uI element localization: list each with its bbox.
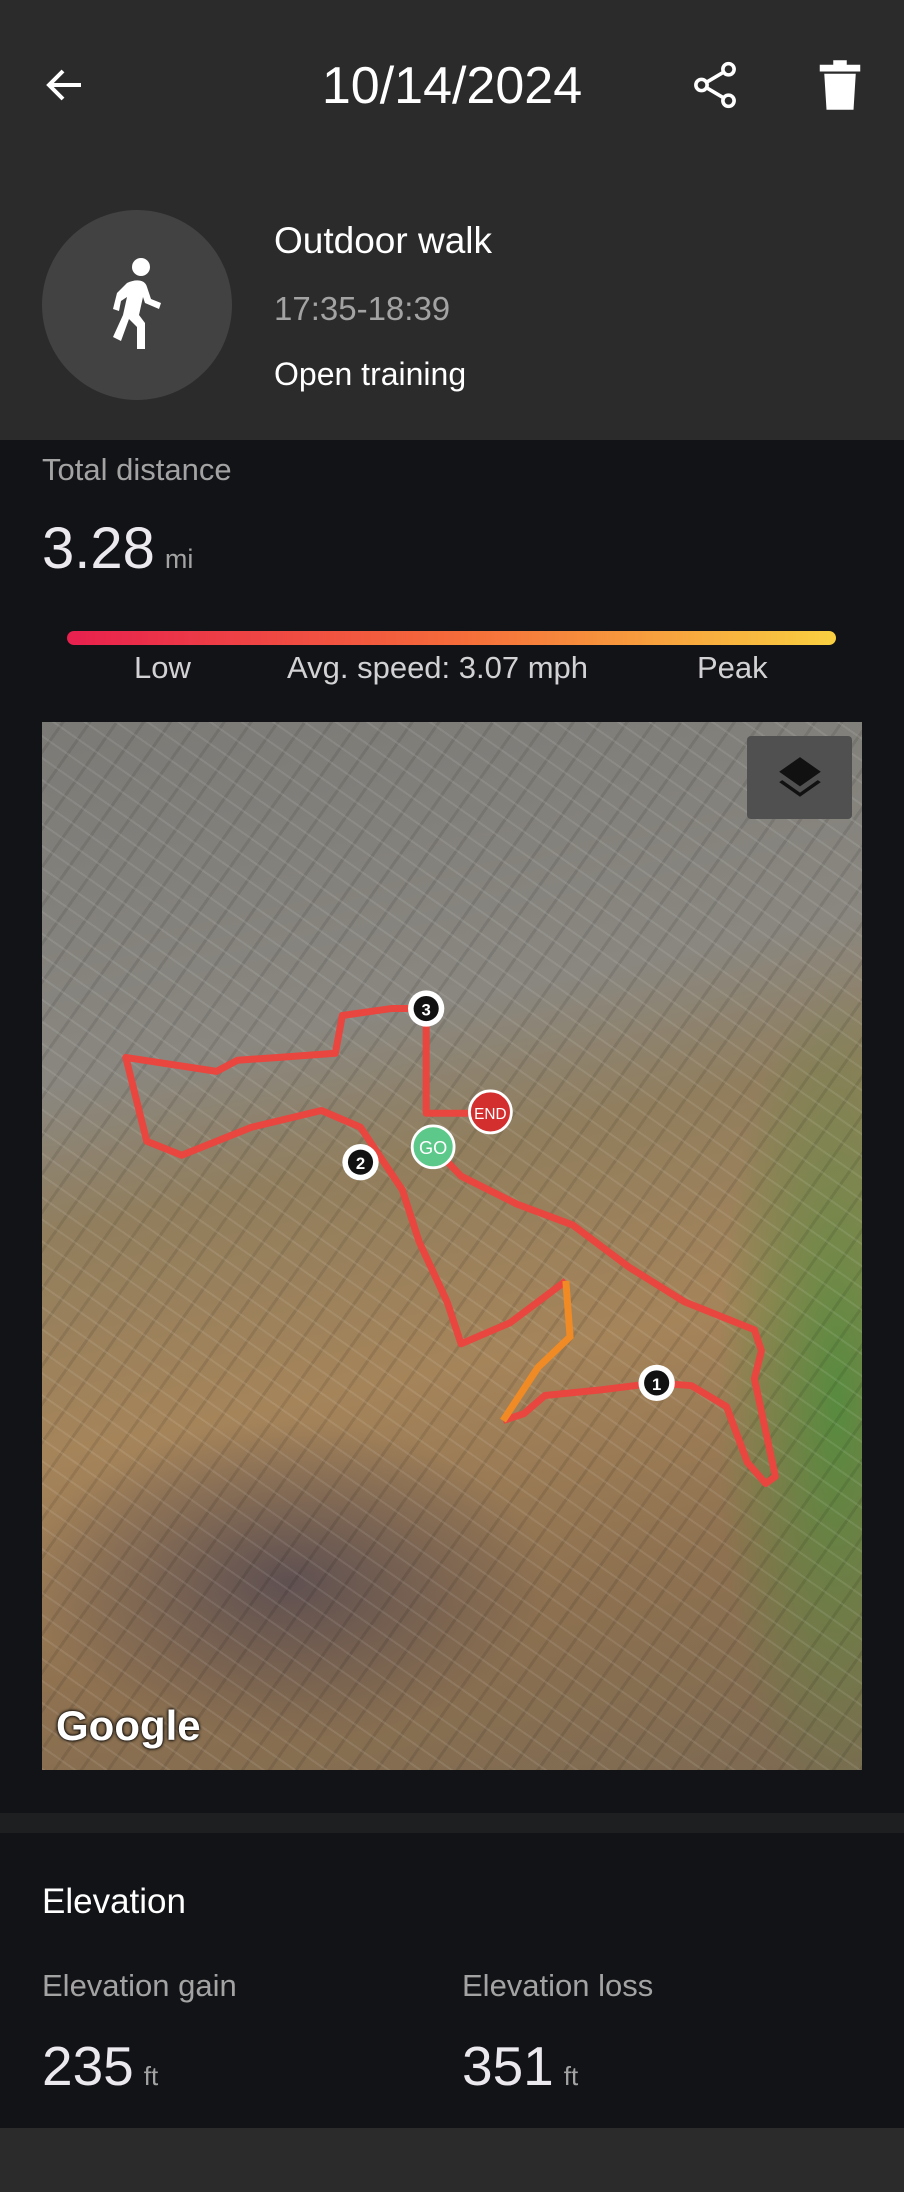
svg-text:2: 2 [356,1154,365,1173]
arrow-left-icon[interactable] [30,50,100,120]
satellite-imagery [42,722,862,1770]
svg-text:1: 1 [652,1375,661,1394]
gain-unit: ft [143,2061,159,2091]
marker-2: 2 [342,1144,379,1181]
elevation-gain-label: Elevation gain [42,1968,237,2003]
speed-gradient-bar [67,631,836,645]
total-distance-label: Total distance [42,452,232,487]
activity-time: 17:35-18:39 [274,290,451,327]
elevation-title: Elevation [42,1882,186,1921]
speed-peak-label: Peak [697,650,768,685]
activity-name: Outdoor walk [274,220,492,261]
speed-low-label: Low [134,650,191,685]
elevation-gain-value: 235 ft [42,2034,158,2098]
gain-number: 235 [42,2035,134,2097]
layers-button[interactable] [747,736,852,819]
trash-icon[interactable] [805,50,875,120]
loss-number: 351 [462,2035,554,2097]
avg-speed-label: Avg. speed: 3.07 mph [287,650,589,685]
svg-text:GO: GO [419,1138,447,1158]
route-segment-fast [500,1280,574,1423]
svg-text:END: END [474,1106,506,1123]
svg-text:3: 3 [421,1001,430,1020]
distance-number: 3.28 [42,516,155,581]
google-logo: Google [56,1702,201,1749]
activity-type: Open training [274,356,467,392]
walking-person-icon [42,210,232,400]
page-title: 10/14/2024 [321,57,583,115]
route-overlay: GO END 1 2 3 [122,990,779,1487]
marker-end: END [468,1089,513,1135]
total-distance-value: 3.28 mi [42,515,193,582]
share-icon[interactable] [680,50,750,120]
marker-3: 3 [407,990,445,1027]
route-line [122,1005,779,1487]
distance-unit: mi [164,544,194,574]
elevation-loss-label: Elevation loss [462,1968,654,2003]
loss-unit: ft [563,2061,579,2091]
layers-icon [778,756,821,797]
elevation-loss-value: 351 ft [462,2034,578,2098]
marker-1: 1 [638,1364,675,1402]
section-divider [0,1813,904,1833]
footer-area [0,2128,904,2192]
route-map[interactable]: GO END 1 2 3 Google [42,722,862,1770]
marker-go: GO [410,1124,456,1170]
